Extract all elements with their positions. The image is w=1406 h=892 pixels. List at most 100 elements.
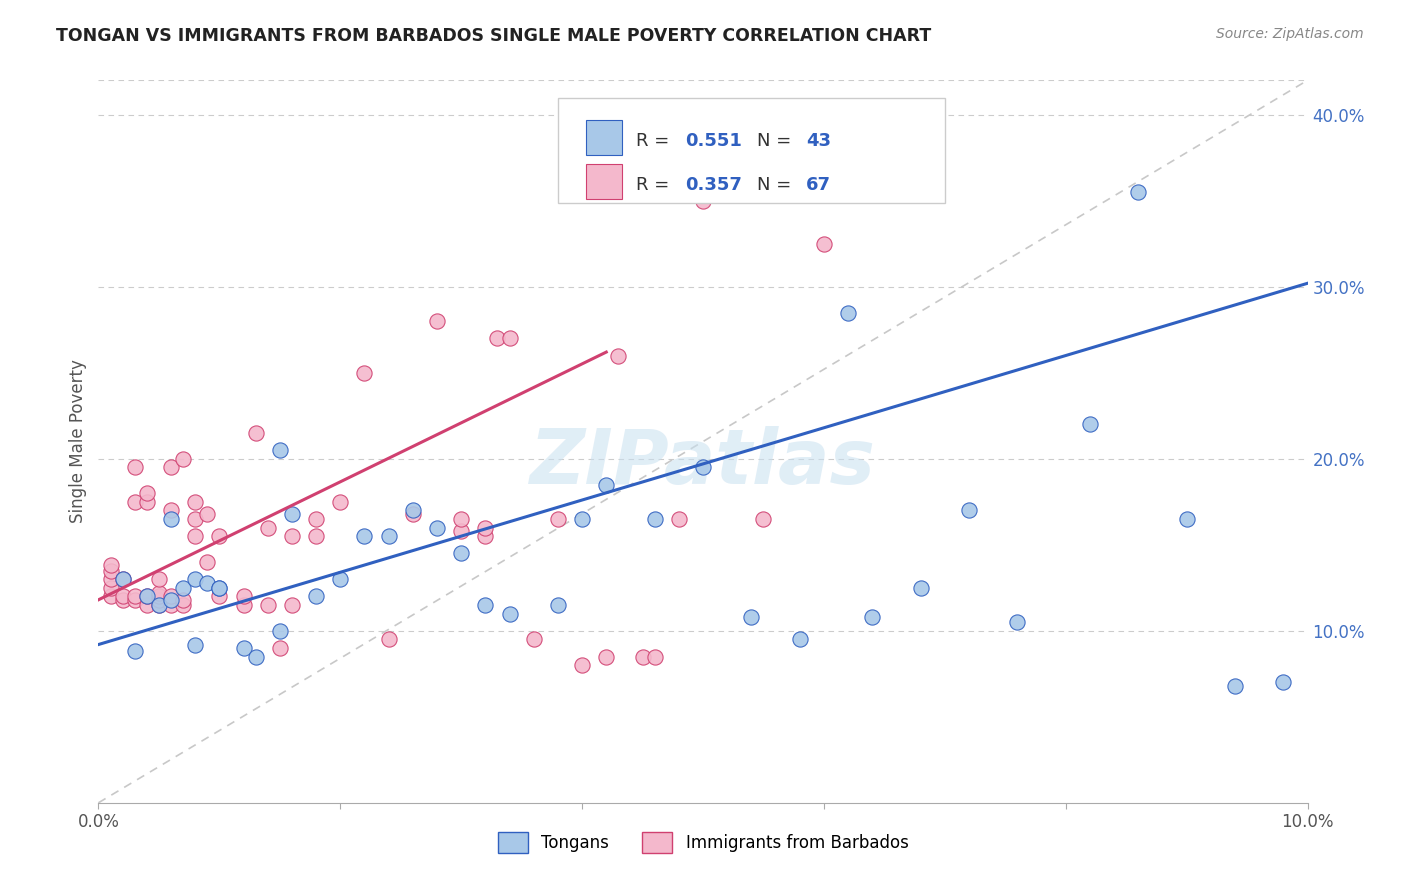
Point	[124, 644, 146, 658]
Point	[474, 598, 496, 612]
Point	[100, 581, 122, 595]
Point	[377, 529, 399, 543]
Point	[377, 632, 399, 647]
Point	[426, 314, 449, 328]
Point	[571, 658, 593, 673]
Point	[148, 572, 170, 586]
Point	[256, 598, 278, 612]
Point	[269, 640, 291, 655]
Point	[595, 649, 617, 664]
Point	[124, 460, 146, 475]
Point	[160, 503, 183, 517]
Point	[111, 592, 134, 607]
Point	[208, 529, 231, 543]
Text: R =: R =	[637, 132, 675, 150]
Point	[523, 632, 546, 647]
FancyBboxPatch shape	[586, 164, 621, 199]
Point	[160, 512, 183, 526]
Point	[305, 512, 328, 526]
Point	[353, 529, 375, 543]
Point	[402, 507, 425, 521]
Point	[148, 592, 170, 607]
Point	[353, 366, 375, 380]
Point	[184, 512, 207, 526]
Point	[184, 638, 207, 652]
FancyBboxPatch shape	[586, 120, 621, 155]
FancyBboxPatch shape	[558, 98, 945, 203]
Point	[910, 581, 932, 595]
Point	[135, 494, 157, 508]
Point	[160, 598, 183, 612]
Point	[860, 610, 883, 624]
Point	[172, 598, 194, 612]
Text: R =: R =	[637, 176, 675, 194]
Point	[184, 572, 207, 586]
Point	[644, 512, 666, 526]
Point	[135, 486, 157, 500]
Point	[426, 520, 449, 534]
Point	[148, 598, 170, 612]
Point	[402, 503, 425, 517]
Point	[305, 529, 328, 543]
Point	[498, 607, 520, 621]
Point	[486, 331, 509, 345]
Point	[281, 507, 304, 521]
Text: ZIPatlas: ZIPatlas	[530, 426, 876, 500]
Point	[329, 572, 352, 586]
Legend: Tongans, Immigrants from Barbados: Tongans, Immigrants from Barbados	[491, 826, 915, 860]
Point	[124, 592, 146, 607]
Point	[450, 512, 472, 526]
Point	[813, 236, 835, 251]
Point	[474, 520, 496, 534]
Point	[195, 555, 218, 569]
Point	[135, 590, 157, 604]
Point	[269, 443, 291, 458]
Point	[160, 592, 183, 607]
Point	[160, 460, 183, 475]
Point	[232, 590, 254, 604]
Point	[281, 529, 304, 543]
Point	[111, 590, 134, 604]
Point	[100, 572, 122, 586]
Point	[172, 451, 194, 466]
Point	[1223, 679, 1246, 693]
Point	[450, 524, 472, 538]
Point	[232, 598, 254, 612]
Point	[329, 494, 352, 508]
Point	[450, 546, 472, 560]
Point	[547, 598, 569, 612]
Point	[789, 632, 811, 647]
Point	[124, 494, 146, 508]
Point	[957, 503, 980, 517]
Point	[172, 592, 194, 607]
Point	[692, 460, 714, 475]
Text: N =: N =	[758, 176, 797, 194]
Point	[124, 590, 146, 604]
Point	[208, 581, 231, 595]
Point	[100, 590, 122, 604]
Point	[474, 529, 496, 543]
Point	[148, 586, 170, 600]
Point	[547, 512, 569, 526]
Point	[1175, 512, 1198, 526]
Point	[1007, 615, 1029, 630]
Text: TONGAN VS IMMIGRANTS FROM BARBADOS SINGLE MALE POVERTY CORRELATION CHART: TONGAN VS IMMIGRANTS FROM BARBADOS SINGL…	[56, 27, 932, 45]
Point	[837, 305, 859, 319]
Point	[100, 564, 122, 578]
Point	[752, 512, 775, 526]
Point	[245, 425, 267, 440]
Point	[740, 610, 762, 624]
Point	[135, 598, 157, 612]
Point	[208, 590, 231, 604]
Text: Source: ZipAtlas.com: Source: ZipAtlas.com	[1216, 27, 1364, 41]
Point	[571, 512, 593, 526]
Point	[195, 575, 218, 590]
Point	[245, 649, 267, 664]
Point	[195, 507, 218, 521]
Point	[631, 649, 654, 664]
Point	[135, 590, 157, 604]
Point	[100, 558, 122, 573]
Text: N =: N =	[758, 132, 797, 150]
Point	[305, 590, 328, 604]
Point	[595, 477, 617, 491]
